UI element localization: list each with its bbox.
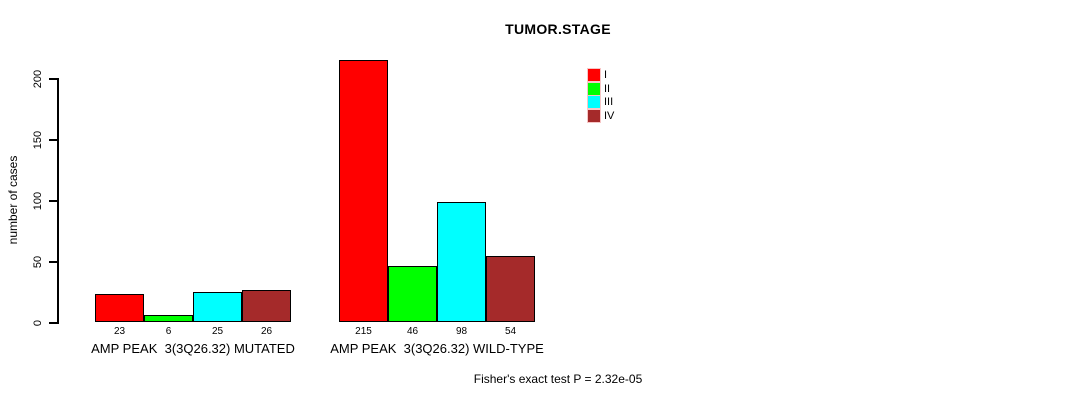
legend-label: IV xyxy=(604,109,615,122)
y-tick-mark xyxy=(49,322,57,324)
legend-swatch-i xyxy=(587,68,601,82)
y-tick-mark xyxy=(49,200,57,202)
legend-label: II xyxy=(604,82,611,95)
y-tick-mark xyxy=(49,78,57,80)
y-tick-label: 200 xyxy=(32,69,44,89)
x-axis-group-label: AMP PEAK 3(3Q26.32) WILD-TYPE xyxy=(330,341,544,356)
bar-iii xyxy=(193,291,242,322)
bar-i xyxy=(339,59,388,322)
bar-value-label: 25 xyxy=(211,326,224,337)
y-tick-mark xyxy=(49,139,57,141)
legend-label: I xyxy=(604,69,608,81)
y-axis-label: number of cases xyxy=(6,155,20,245)
chart-title: TUMOR.STAGE xyxy=(505,21,611,37)
y-tick-mark xyxy=(49,261,57,263)
bar-value-label: 46 xyxy=(406,326,419,337)
y-axis-line xyxy=(57,78,59,324)
legend-label: III xyxy=(604,96,614,108)
legend-swatch-ii xyxy=(587,81,601,96)
legend-swatch-iii xyxy=(587,95,601,109)
bar-value-label: 6 xyxy=(165,326,172,337)
bar-iv xyxy=(242,290,291,322)
bar-value-label: 26 xyxy=(260,326,273,337)
y-tick-label: 0 xyxy=(32,319,44,327)
bar-value-label: 215 xyxy=(355,326,372,337)
bar-iv xyxy=(486,256,535,322)
bar-ii xyxy=(144,314,193,322)
bar-value-label: 23 xyxy=(113,326,126,337)
y-tick-label: 50 xyxy=(32,255,44,269)
y-tick-label: 150 xyxy=(32,130,44,150)
bar-ii xyxy=(388,265,437,322)
bar-value-label: 54 xyxy=(504,326,517,337)
legend-swatch-iv xyxy=(587,108,601,123)
bar-iii xyxy=(437,202,486,322)
bar-i xyxy=(95,293,144,322)
x-axis-group-label: AMP PEAK 3(3Q26.32) MUTATED xyxy=(91,341,295,356)
bar-value-label: 98 xyxy=(455,326,468,337)
y-tick-label: 100 xyxy=(32,191,44,211)
fisher-test-note: Fisher's exact test P = 2.32e-05 xyxy=(473,372,643,386)
